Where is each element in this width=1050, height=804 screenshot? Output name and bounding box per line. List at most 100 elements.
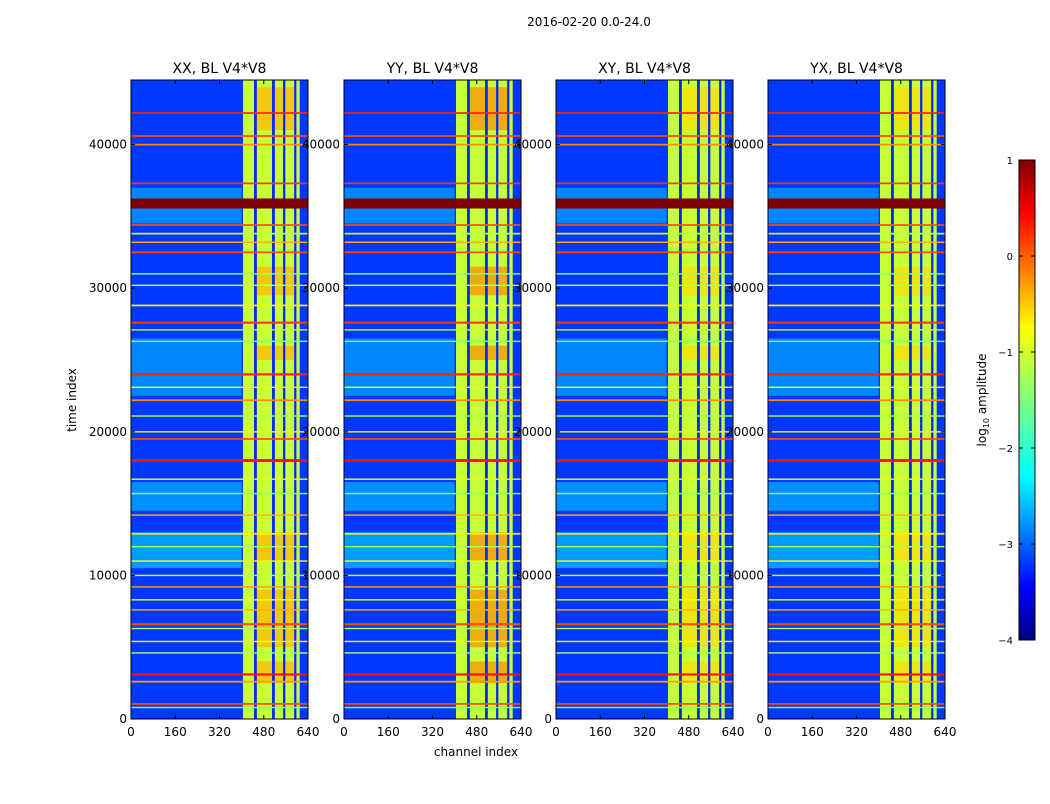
rfi-row (768, 112, 945, 114)
rfi-row (556, 241, 733, 243)
rfi-row (768, 640, 945, 643)
bright-patch (699, 87, 709, 131)
rfi-row (344, 198, 521, 209)
rfi-row (344, 304, 521, 307)
rfi-row (344, 224, 521, 226)
rfi-row (768, 135, 945, 137)
rfi-row (131, 284, 308, 287)
y-axis-label: time index (65, 368, 79, 432)
y-tick-label: 40000 (726, 138, 764, 152)
y-tick-label: 30000 (302, 281, 340, 295)
bright-patch (922, 345, 932, 361)
rfi-row (768, 586, 945, 588)
rfi-row (556, 478, 733, 480)
x-tick-label: 640 (297, 725, 320, 739)
x-tick-label: 320 (845, 725, 868, 739)
rfi-row (344, 399, 521, 402)
panels-group: XX, BL V4*V8 0 160 320 480 640 0 10000 20000 3000… (89, 61, 957, 739)
rfi-row (344, 373, 521, 376)
rfi-row (344, 112, 521, 114)
rfi-row (768, 673, 945, 676)
rfi-row (556, 198, 733, 209)
bright-patch (274, 661, 284, 684)
rfi-row (556, 545, 733, 548)
rfi-row (556, 386, 733, 389)
bright-patch (487, 87, 497, 131)
rfi-row (556, 673, 733, 676)
x-tick-label: 160 (377, 725, 400, 739)
panel-title: YY, BL V4*V8 (386, 61, 479, 77)
rfi-row (344, 703, 521, 705)
rfi-row (768, 574, 945, 577)
y-tick-label: 30000 (89, 281, 127, 295)
y-tick-label: 40000 (514, 138, 552, 152)
bright-patch (911, 87, 921, 131)
noise-region (556, 482, 667, 511)
x-tick-label: 320 (421, 725, 444, 739)
bright-patch (710, 345, 720, 361)
noise-region (768, 482, 879, 511)
rfi-row (131, 304, 308, 307)
bright-patch (699, 661, 709, 684)
rfi-strong-block (668, 199, 725, 208)
x-tick-label: 320 (208, 725, 231, 739)
rfi-row (131, 438, 308, 440)
rfi-row (131, 143, 308, 146)
rfi-row (344, 640, 521, 643)
rfi-row (344, 492, 521, 495)
rfi-row (768, 478, 945, 480)
bright-patch (469, 661, 486, 684)
rfi-row (344, 415, 521, 417)
rfi-row (768, 198, 945, 209)
rfi-row (344, 143, 521, 146)
bright-patch (498, 87, 508, 131)
colorbar-gradient (1018, 159, 1036, 641)
rfi-row (344, 599, 521, 601)
rfi-row (768, 431, 945, 433)
rfi-row (131, 560, 308, 562)
rfi-row (768, 329, 945, 331)
rfi-row (344, 273, 521, 275)
rfi-row (556, 232, 733, 235)
rfi-row (131, 340, 308, 343)
rfi-row (556, 224, 733, 226)
x-tick-label: 480 (465, 725, 488, 739)
y-tick-label: 0 (544, 712, 552, 726)
colorbar-tick-label: 1 (1007, 156, 1013, 167)
bright-patch (681, 266, 698, 296)
rfi-row (556, 492, 733, 495)
rfi-row (131, 627, 308, 630)
rfi-row (344, 459, 521, 462)
rfi-row (131, 586, 308, 588)
x-tick-label: 0 (552, 725, 560, 739)
rfi-row (768, 273, 945, 275)
rfi-row (556, 532, 733, 535)
bright-patch (893, 661, 910, 684)
colorbar-label: log10 amplitude (975, 354, 991, 447)
rfi-row (556, 706, 733, 709)
rfi-row (768, 182, 945, 185)
bright-patch (911, 345, 921, 361)
rfi-row (344, 135, 521, 137)
rfi-row (556, 574, 733, 577)
x-tick-label: 480 (677, 725, 700, 739)
rfi-row (556, 284, 733, 287)
bright-patch (681, 87, 698, 131)
y-tick-label: 30000 (514, 281, 552, 295)
rfi-row (131, 652, 308, 654)
rfi-row (768, 703, 945, 705)
rfi-row (556, 438, 733, 440)
rfi-row (768, 627, 945, 630)
x-tick-label: 320 (633, 725, 656, 739)
bright-patch (893, 87, 910, 131)
x-tick-label: 0 (340, 725, 348, 739)
bright-patch (487, 266, 497, 296)
bright-patch (498, 661, 508, 684)
rfi-row (131, 273, 308, 275)
panel-2: XY, BL V4*V8 0 160 320 480 640 0 10000 20000 3000… (514, 61, 745, 739)
rfi-row (344, 706, 521, 709)
rfi-row (768, 321, 945, 324)
rfi-row (344, 386, 521, 389)
rfi-row (131, 599, 308, 601)
y-tick-label: 10000 (89, 568, 127, 582)
